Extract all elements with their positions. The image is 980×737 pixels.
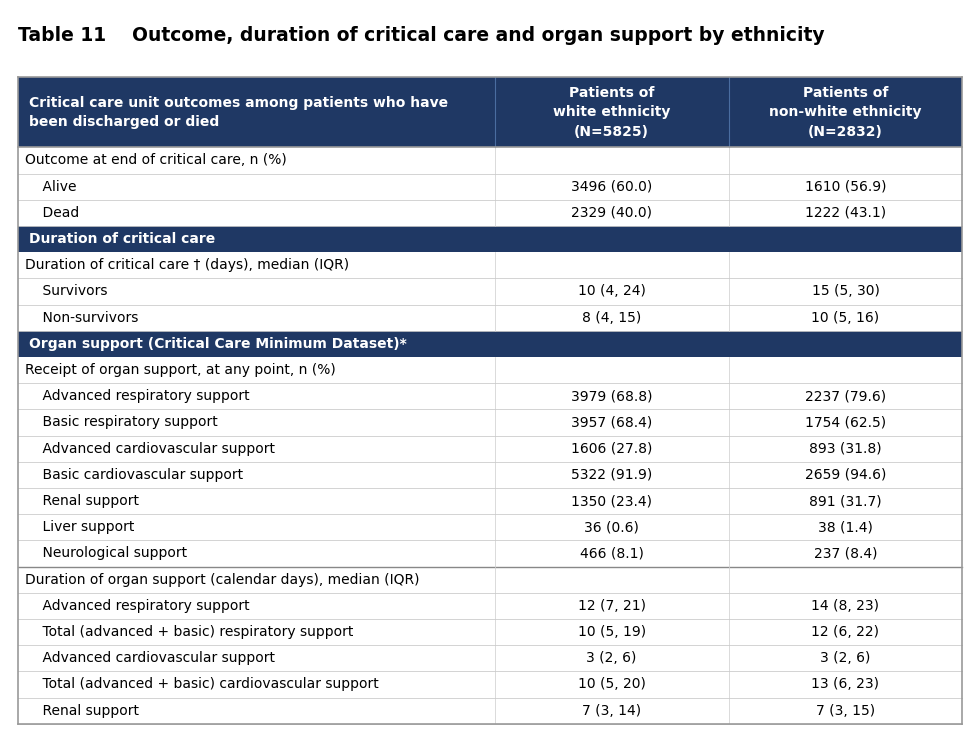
Text: Basic cardiovascular support: Basic cardiovascular support bbox=[25, 468, 244, 482]
Bar bbox=[18, 619, 962, 645]
Bar bbox=[18, 645, 962, 671]
Bar bbox=[18, 200, 962, 226]
Text: Patients of
white ethnicity
(N=5825): Patients of white ethnicity (N=5825) bbox=[553, 86, 670, 139]
Bar bbox=[18, 462, 962, 488]
Text: Duration of critical care † (days), median (IQR): Duration of critical care † (days), medi… bbox=[25, 258, 350, 272]
Text: 2329 (40.0): 2329 (40.0) bbox=[571, 206, 652, 220]
Text: 10 (5, 19): 10 (5, 19) bbox=[577, 625, 646, 639]
Text: 7 (3, 15): 7 (3, 15) bbox=[816, 704, 875, 718]
Bar bbox=[18, 77, 962, 147]
Text: Total (advanced + basic) respiratory support: Total (advanced + basic) respiratory sup… bbox=[25, 625, 354, 639]
Bar bbox=[18, 697, 962, 724]
Text: 2237 (79.6): 2237 (79.6) bbox=[805, 389, 886, 403]
Text: 15 (5, 30): 15 (5, 30) bbox=[811, 284, 879, 298]
Text: 3496 (60.0): 3496 (60.0) bbox=[571, 180, 653, 194]
Text: Non-survivors: Non-survivors bbox=[25, 311, 139, 325]
Text: Alive: Alive bbox=[25, 180, 77, 194]
Text: 1350 (23.4): 1350 (23.4) bbox=[571, 494, 652, 508]
Text: Renal support: Renal support bbox=[25, 494, 139, 508]
Text: 3 (2, 6): 3 (2, 6) bbox=[820, 652, 870, 666]
Text: Advanced respiratory support: Advanced respiratory support bbox=[25, 599, 250, 613]
Text: 36 (0.6): 36 (0.6) bbox=[584, 520, 639, 534]
Text: 891 (31.7): 891 (31.7) bbox=[809, 494, 882, 508]
Text: Critical care unit outcomes among patients who have
been discharged or died: Critical care unit outcomes among patien… bbox=[29, 96, 449, 129]
Text: 3957 (68.4): 3957 (68.4) bbox=[571, 416, 653, 430]
Text: Duration of critical care: Duration of critical care bbox=[29, 232, 216, 246]
Text: Survivors: Survivors bbox=[25, 284, 108, 298]
Text: 10 (4, 24): 10 (4, 24) bbox=[577, 284, 646, 298]
Bar bbox=[18, 540, 962, 567]
Text: Basic respiratory support: Basic respiratory support bbox=[25, 416, 219, 430]
Text: 14 (8, 23): 14 (8, 23) bbox=[811, 599, 879, 613]
Text: Duration of organ support (calendar days), median (IQR): Duration of organ support (calendar days… bbox=[25, 573, 420, 587]
Text: Advanced respiratory support: Advanced respiratory support bbox=[25, 389, 250, 403]
Text: 38 (1.4): 38 (1.4) bbox=[818, 520, 873, 534]
Bar bbox=[18, 436, 962, 462]
Text: 10 (5, 16): 10 (5, 16) bbox=[811, 311, 879, 325]
Bar bbox=[18, 671, 962, 697]
Text: 1754 (62.5): 1754 (62.5) bbox=[805, 416, 886, 430]
Text: 12 (6, 22): 12 (6, 22) bbox=[811, 625, 879, 639]
Text: Advanced cardiovascular support: Advanced cardiovascular support bbox=[25, 652, 275, 666]
Text: Table 11    Outcome, duration of critical care and organ support by ethnicity: Table 11 Outcome, duration of critical c… bbox=[18, 26, 824, 45]
Bar bbox=[18, 147, 962, 174]
Bar bbox=[18, 331, 962, 357]
Bar bbox=[18, 514, 962, 540]
Text: Dead: Dead bbox=[25, 206, 79, 220]
Text: 1222 (43.1): 1222 (43.1) bbox=[805, 206, 886, 220]
Text: 3979 (68.8): 3979 (68.8) bbox=[571, 389, 653, 403]
Text: 8 (4, 15): 8 (4, 15) bbox=[582, 311, 641, 325]
Text: Liver support: Liver support bbox=[25, 520, 135, 534]
Bar bbox=[18, 409, 962, 436]
Text: 3 (2, 6): 3 (2, 6) bbox=[586, 652, 637, 666]
Text: 7 (3, 14): 7 (3, 14) bbox=[582, 704, 641, 718]
Bar bbox=[18, 174, 962, 200]
Text: Advanced cardiovascular support: Advanced cardiovascular support bbox=[25, 441, 275, 455]
Text: 12 (7, 21): 12 (7, 21) bbox=[577, 599, 646, 613]
Bar bbox=[18, 252, 962, 279]
Bar bbox=[18, 304, 962, 331]
Text: 5322 (91.9): 5322 (91.9) bbox=[571, 468, 653, 482]
Text: Outcome at end of critical care, n (%): Outcome at end of critical care, n (%) bbox=[25, 153, 287, 167]
Text: 2659 (94.6): 2659 (94.6) bbox=[805, 468, 886, 482]
Text: 1610 (56.9): 1610 (56.9) bbox=[805, 180, 886, 194]
Text: Patients of
non-white ethnicity
(N=2832): Patients of non-white ethnicity (N=2832) bbox=[769, 86, 922, 139]
Text: Renal support: Renal support bbox=[25, 704, 139, 718]
Text: Receipt of organ support, at any point, n (%): Receipt of organ support, at any point, … bbox=[25, 363, 336, 377]
Bar bbox=[18, 567, 962, 593]
Bar bbox=[18, 226, 962, 252]
Text: 466 (8.1): 466 (8.1) bbox=[580, 546, 644, 560]
Bar bbox=[18, 488, 962, 514]
Text: 13 (6, 23): 13 (6, 23) bbox=[811, 677, 879, 691]
Text: Total (advanced + basic) cardiovascular support: Total (advanced + basic) cardiovascular … bbox=[25, 677, 379, 691]
Text: 237 (8.4): 237 (8.4) bbox=[813, 546, 877, 560]
Text: Neurological support: Neurological support bbox=[25, 546, 187, 560]
Bar bbox=[18, 357, 962, 383]
Bar bbox=[18, 279, 962, 304]
Text: 10 (5, 20): 10 (5, 20) bbox=[577, 677, 646, 691]
Text: 1606 (27.8): 1606 (27.8) bbox=[571, 441, 653, 455]
Bar bbox=[18, 77, 962, 724]
Text: 893 (31.8): 893 (31.8) bbox=[809, 441, 882, 455]
Text: Organ support (Critical Care Minimum Dataset)*: Organ support (Critical Care Minimum Dat… bbox=[29, 337, 407, 351]
Bar bbox=[18, 593, 962, 619]
Bar bbox=[18, 383, 962, 409]
